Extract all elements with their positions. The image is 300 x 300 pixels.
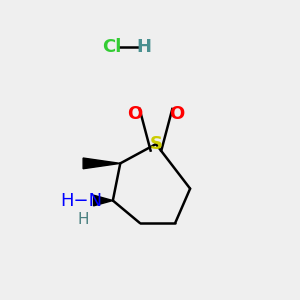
Text: Cl: Cl	[102, 38, 121, 56]
Text: H: H	[136, 38, 152, 56]
Text: O: O	[169, 105, 184, 123]
Text: O: O	[128, 105, 143, 123]
Text: S: S	[149, 135, 162, 153]
Text: H−N: H−N	[61, 191, 103, 209]
Polygon shape	[94, 195, 113, 206]
Polygon shape	[83, 158, 120, 169]
Text: H: H	[77, 212, 89, 227]
